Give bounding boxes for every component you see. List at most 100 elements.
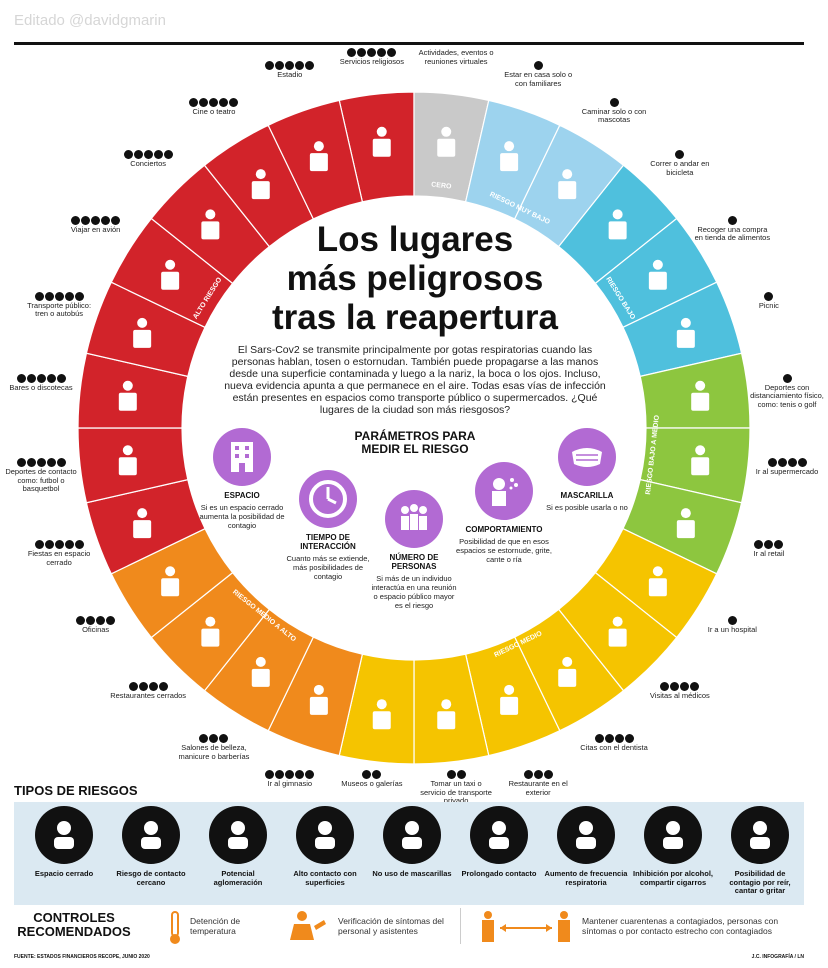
weightlifter-icon: [309, 684, 328, 715]
thermometer-icon: [166, 910, 184, 946]
risk-dot-icon: [754, 540, 764, 550]
risk-dot-icon: [74, 540, 84, 550]
church-icon: [372, 126, 391, 157]
place-label-text: Deportes de contacto como: futbol o basq…: [5, 467, 77, 494]
risk-dots: [575, 734, 653, 744]
grocery-basket-icon: [648, 259, 667, 290]
risk-dot-icon: [44, 291, 54, 301]
risk-type-label: No uso de mascarillas: [372, 869, 452, 878]
risk-dot-icon: [96, 616, 106, 626]
risk-dot-icon: [26, 373, 36, 383]
risk-dot-icon: [16, 458, 26, 468]
tooth-icon: [558, 656, 577, 687]
place-label: Picnic: [730, 291, 808, 311]
risk-dot-icon: [123, 150, 133, 160]
place-label-text: Restaurante en el exterior: [508, 779, 568, 797]
risk-dot-icon: [727, 616, 737, 626]
param-name: TIEMPO DE INTERACCIÓN: [300, 533, 356, 551]
place-label-text: Ir al supermercado: [755, 467, 819, 477]
risk-dot-icon: [153, 150, 163, 160]
distance-icon: [476, 910, 576, 944]
risk-dot-icon: [670, 681, 680, 691]
risk-dot-icon: [614, 734, 624, 744]
risk-dot-icon: [133, 150, 143, 160]
risk-type-item: Aumento de frecuencia respiratoria: [544, 806, 628, 887]
shopping-cart-icon: [691, 445, 710, 476]
params-title: PARÁMETROS PARA MEDIR EL RIESGO: [354, 429, 476, 456]
param-desc: Si más de un individuo interactúa en una…: [371, 574, 457, 610]
risk-type-item: Espacio cerrado: [22, 806, 106, 879]
place-label-text: Actividades, eventos o reuniones virtual…: [418, 48, 494, 66]
ring-level-label: CERO: [431, 181, 452, 190]
risk-dot-icon: [456, 770, 466, 779]
place-label-text: Cine o teatro: [192, 106, 236, 116]
place-label-text: Conciertos: [130, 159, 167, 169]
place-label: Ir a un hospital: [693, 616, 771, 635]
param-desc: Si es posible usarla o no: [546, 503, 628, 512]
sneeze-icon: [475, 462, 533, 520]
risk-dots: [641, 681, 719, 691]
place-label-text: Visitas al médicos: [649, 690, 710, 700]
risk-type-label: Inhibición por alcohol, compartir cigarr…: [633, 869, 713, 887]
place-label-text: Tomar un taxi o servicio de transporte p…: [420, 779, 492, 805]
risk-dot-icon: [446, 770, 456, 779]
office-icon: [161, 566, 180, 597]
place-label-text: Viajar en avión: [70, 224, 121, 234]
risk-dots: [109, 681, 187, 691]
place-label: Actividades, eventos o reuniones virtual…: [417, 48, 495, 66]
place-label: Estar en casa solo o con familiares: [499, 61, 577, 88]
tennis-icon: [691, 380, 710, 411]
param-name: ESPACIO: [224, 491, 260, 500]
watermark: Editado @davidgmarin: [14, 12, 166, 29]
place-label: Servicios religiosos: [333, 48, 411, 67]
risk-dot-icon: [34, 291, 44, 301]
risk-dot-icon: [46, 458, 56, 468]
title-line-3: tras la reapertura: [272, 298, 558, 337]
param-personas: NÚMERO DE PERSONAS Si más de un individu…: [370, 490, 458, 610]
closed-space-icon: [35, 806, 93, 864]
place-label: Fiestas en espacio cerrado: [20, 540, 98, 567]
risk-type-item: Alto contacto con superficies: [283, 806, 367, 887]
risk-dots: [175, 734, 253, 744]
place-label-text: Museos o galerías: [341, 779, 403, 788]
risk-dot-icon: [523, 770, 533, 779]
controls-title: CONTROLES RECOMENDADOS: [17, 910, 131, 939]
risk-dot-icon: [275, 61, 285, 71]
bus-icon: [133, 317, 152, 348]
place-label: Conciertos: [109, 150, 187, 169]
page-title: Los lugares más peligrosos tras la reape…: [230, 220, 600, 337]
place-label: Restaurantes cerrados: [109, 681, 187, 701]
risk-dots: [730, 540, 808, 550]
cinema-icon: [251, 169, 270, 200]
place-label: Deportes con distanciamiento físico, com…: [748, 373, 826, 410]
shopping-bag-icon: [676, 508, 695, 539]
footer-credit: J.C. INFOGRAFÍA / LN: [751, 954, 804, 960]
place-label-text: Servicios religiosos: [339, 57, 404, 66]
risk-dots: [575, 97, 653, 107]
place-label: Tomar un taxi o servicio de transporte p…: [417, 770, 495, 806]
place-label-text: Estadio: [277, 70, 303, 80]
risk-dot-icon: [86, 616, 96, 626]
risk-dot-icon: [46, 373, 56, 383]
risk-dot-icon: [148, 681, 158, 691]
risk-dots: [251, 61, 329, 71]
risk-type-label: Potencial aglomeración: [213, 869, 263, 887]
risk-dots: [175, 97, 253, 107]
place-label: Museos o galerías: [333, 770, 411, 789]
risk-dot-icon: [163, 150, 173, 160]
risk-dot-icon: [111, 215, 121, 225]
param-desc: Cuanto más se extiende, más posibilidade…: [286, 554, 370, 581]
risk-dot-icon: [660, 681, 670, 691]
lungs-icon: [557, 806, 615, 864]
risk-dot-icon: [594, 734, 604, 744]
risk-dot-icon: [64, 291, 74, 301]
place-label: Deportes de contacto como: futbol o basq…: [2, 458, 80, 494]
risk-dot-icon: [219, 734, 229, 744]
risk-dot-icon: [106, 616, 116, 626]
risk-dots: [251, 770, 329, 779]
risk-dots: [333, 770, 411, 779]
risk-dot-icon: [675, 150, 685, 160]
risk-dot-icon: [56, 458, 66, 468]
risk-dot-icon: [209, 734, 219, 744]
